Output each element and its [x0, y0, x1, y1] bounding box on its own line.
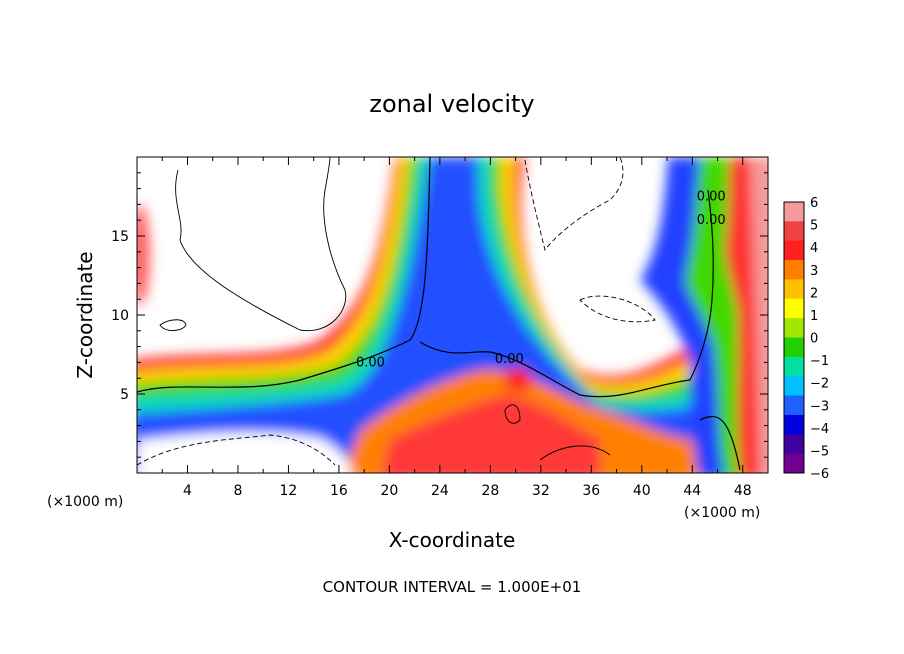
colorbar-swatch — [784, 376, 804, 397]
x-tick-label: 40 — [633, 483, 651, 499]
x-tick-label: 28 — [481, 483, 499, 499]
y-axis: 5 10 15 — [111, 172, 768, 458]
x-tick-label: 32 — [532, 483, 550, 499]
colorbar-swatch — [784, 202, 804, 222]
x-axis-label: X-coordinate — [389, 528, 516, 552]
colorbar-label: 1 — [810, 309, 818, 324]
colorbar-swatch — [784, 337, 804, 358]
contour-label: 0.00 — [495, 352, 524, 367]
contour-labels: 0.00 0.00 0.00 0.00 — [356, 190, 726, 371]
colorbar: 6 5 4 3 2 1 0 −1 −2 −3 −4 −5 −6 — [783, 196, 829, 482]
loop-near-30 — [504, 404, 521, 424]
x-tick-label: 48 — [734, 483, 752, 499]
red-blob — [504, 368, 532, 392]
plot-area — [137, 157, 768, 473]
lower-red-core — [381, 395, 600, 473]
colorbar-label: 3 — [810, 264, 818, 279]
small-loop-left — [159, 319, 187, 332]
colorbar-label: 6 — [810, 196, 818, 211]
upper-left-contour — [175, 157, 347, 332]
contour-label: 0.00 — [697, 190, 726, 205]
colorbar-label: 4 — [810, 241, 818, 256]
colorbar-swatch — [784, 298, 804, 319]
lower-contour-small — [539, 445, 611, 461]
x-tick-label: 4 — [183, 483, 192, 499]
zero-contour-main — [137, 157, 431, 393]
colorbar-label: −2 — [810, 377, 829, 392]
colorbar-swatch — [784, 279, 804, 300]
colorbar-swatch — [784, 395, 804, 416]
dashed-loop — [579, 295, 656, 323]
colorbar-frame — [783, 201, 805, 474]
y-tick-label: 10 — [111, 308, 129, 324]
colorbar-swatch — [784, 221, 804, 242]
x-tick-label: 24 — [431, 483, 449, 499]
chart-title: zonal velocity — [369, 90, 534, 118]
y-axis-label: Z-coordinate — [73, 251, 97, 378]
colorbar-label: 5 — [810, 219, 818, 234]
contour-interval-footer: CONTOUR INTERVAL = 1.000E+01 — [323, 578, 582, 596]
x-tick-label: 36 — [582, 483, 600, 499]
zero-contour-mid — [419, 189, 714, 398]
contour-label: 0.00 — [356, 355, 385, 370]
contour-label: 0.00 — [697, 213, 726, 228]
x-unit-right: (×1000 m) — [684, 505, 760, 521]
colorbar-swatch — [784, 453, 804, 474]
colorbar-swatch — [784, 240, 804, 261]
colorbar-label: −4 — [810, 422, 829, 437]
contour-lines — [137, 157, 741, 471]
y-tick-label: 15 — [111, 229, 129, 245]
y-tick-label: 5 — [120, 387, 129, 403]
colorbar-label: 0 — [810, 332, 818, 347]
x-tick-label: 16 — [330, 483, 348, 499]
colorbar-label: −5 — [810, 444, 829, 459]
colorbar-swatch — [784, 318, 804, 338]
x-axis: 4 8 12 16 20 24 28 32 36 40 44 48 — [161, 157, 752, 499]
colorbar-swatch — [784, 414, 804, 435]
x-tick-label: 44 — [683, 483, 701, 499]
left-edge-red — [137, 205, 150, 305]
colorbar-label: −1 — [810, 354, 829, 369]
dashed-upper — [524, 157, 624, 252]
left-bottom-white — [137, 432, 352, 473]
x-tick-label: 8 — [233, 483, 242, 499]
colorbar-label: 2 — [810, 286, 818, 301]
colorbar-swatch — [784, 434, 804, 455]
x-unit-left: (×1000 m) — [47, 494, 123, 510]
x-tick-label: 12 — [280, 483, 298, 499]
zero-contour-right — [699, 415, 741, 471]
colorbar-swatch — [784, 356, 804, 377]
colorbar-label: −6 — [810, 467, 829, 482]
dashed-bottom-left — [137, 434, 336, 466]
colorbar-swatch — [784, 260, 804, 280]
colorbar-label: −3 — [810, 399, 829, 414]
x-tick-label: 20 — [380, 483, 398, 499]
